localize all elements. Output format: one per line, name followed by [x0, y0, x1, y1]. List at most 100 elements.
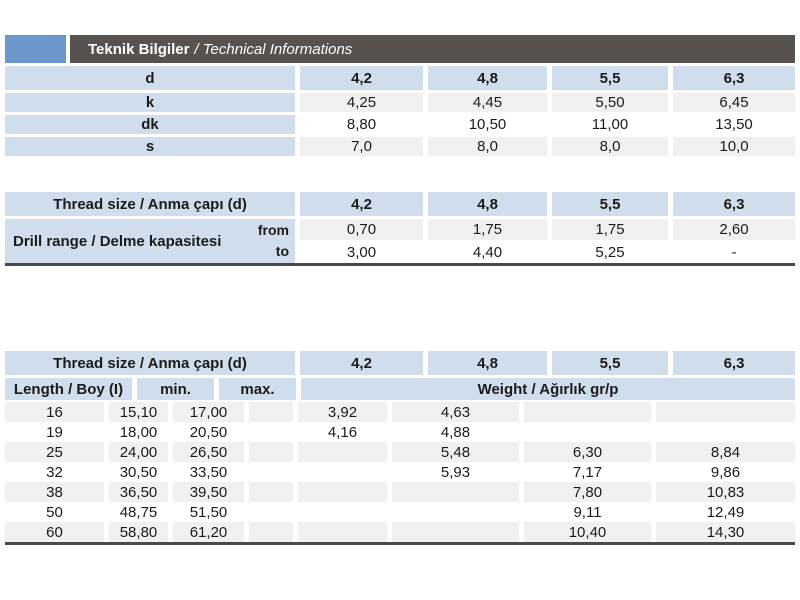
spacer	[5, 269, 795, 351]
column-header: 4,2	[300, 192, 423, 216]
table-cell	[249, 442, 293, 462]
table-cell	[298, 462, 387, 482]
table-cell: 25	[5, 442, 104, 462]
section-title-translation: / Technical Informations	[194, 40, 353, 58]
row-label: d	[5, 66, 295, 90]
table-cell: 8,0	[428, 137, 547, 156]
row-label: Drill range / Delme kapasitesi from to	[5, 219, 295, 263]
table-row: 50 48,75 51,50 9,11 12,49	[5, 502, 795, 522]
table-cell: 1,75	[552, 219, 668, 240]
table-cell: 7,0	[300, 137, 423, 156]
column-header: 4,2	[300, 351, 423, 375]
table-cell: 60	[5, 522, 104, 542]
table-header-row: Thread size / Anma çapı (d) 4,2 4,8 5,5 …	[5, 192, 795, 216]
title-bar: Teknik Bilgiler / Technical Informations	[5, 35, 795, 63]
table-row: 38 36,50 39,50 7,80 10,83	[5, 482, 795, 502]
table-cell	[249, 402, 293, 422]
table-cell: 17,00	[173, 402, 244, 422]
table-cell	[298, 522, 387, 542]
table-cell: 20,50	[173, 422, 244, 442]
row-label: dk	[5, 115, 295, 134]
table-cell: 3,92	[298, 402, 387, 422]
table-cell	[298, 442, 387, 462]
table-cell	[249, 422, 293, 442]
table-cell: 4,25	[300, 93, 423, 112]
brand-color-block	[5, 35, 66, 63]
table-cell: 19	[5, 422, 104, 442]
table-cell: 2,60	[673, 219, 795, 240]
table-cell	[298, 482, 387, 502]
table-cell: 5,5	[552, 66, 668, 90]
table-cell: 6,30	[524, 442, 651, 462]
table-cell: 58,80	[109, 522, 168, 542]
column-header: max.	[219, 378, 296, 400]
drill-range-values: 0,70 1,75 1,75 2,60 3,00 4,40 5,25 -	[300, 219, 795, 263]
table-row: dk 8,80 10,50 11,00 13,50	[5, 115, 795, 134]
column-header: Thread size / Anma çapı (d)	[5, 351, 295, 375]
table-cell: 1,75	[428, 219, 547, 240]
column-header: 5,5	[552, 351, 668, 375]
dimensions-table: d 4,2 4,8 5,5 6,3 k 4,25 4,45 5,50 6,45 …	[5, 66, 795, 156]
table-cell: 9,11	[524, 502, 651, 522]
table-cell	[524, 402, 651, 422]
table-cell	[656, 402, 795, 422]
table-cell	[249, 462, 293, 482]
table-row: 19 18,00 20,50 4,16 4,88	[5, 422, 795, 442]
column-header: 6,3	[673, 351, 795, 375]
table-row: d 4,2 4,8 5,5 6,3	[5, 66, 795, 90]
table-cell: 30,50	[109, 462, 168, 482]
row-label: s	[5, 137, 295, 156]
table-row: 0,70 1,75 1,75 2,60	[300, 219, 795, 240]
table-header-row: Thread size / Anma çapı (d) 4,2 4,8 5,5 …	[5, 351, 795, 375]
table-cell: 36,50	[109, 482, 168, 502]
table-cell: 10,83	[656, 482, 795, 502]
table-cell: 33,50	[173, 462, 244, 482]
table-cell: 13,50	[673, 115, 795, 134]
table-cell: 8,80	[300, 115, 423, 134]
column-header: 4,8	[428, 351, 547, 375]
column-header: Weight / Ağırlık gr/p	[301, 378, 795, 400]
to-label: to	[275, 243, 289, 259]
table-cell: 50	[5, 502, 104, 522]
table-cell: 48,75	[109, 502, 168, 522]
table-cell	[392, 502, 519, 522]
table-cell: 39,50	[173, 482, 244, 502]
table-cell: -	[673, 242, 795, 263]
column-header: 5,5	[552, 192, 668, 216]
table-cell: 4,8	[428, 66, 547, 90]
table-cell: 0,70	[300, 219, 423, 240]
drill-range-table: Thread size / Anma çapı (d) 4,2 4,8 5,5 …	[5, 192, 795, 266]
from-label: from	[257, 222, 289, 238]
table-cell: 6,3	[673, 66, 795, 90]
table-cell: 7,80	[524, 482, 651, 502]
table-cell	[392, 522, 519, 542]
weight-table: Thread size / Anma çapı (d) 4,2 4,8 5,5 …	[5, 351, 795, 545]
table-row: k 4,25 4,45 5,50 6,45	[5, 93, 795, 112]
table-cell: 16	[5, 402, 104, 422]
table-cell: 4,40	[428, 242, 547, 263]
table-cell	[524, 422, 651, 442]
table-cell: 7,17	[524, 462, 651, 482]
table-cell: 14,30	[656, 522, 795, 542]
from-to-labels: from to	[258, 220, 289, 262]
table-cell	[249, 482, 293, 502]
drill-range-body: Drill range / Delme kapasitesi from to 0…	[5, 219, 795, 263]
table-cell	[392, 482, 519, 502]
table-cell: 26,50	[173, 442, 244, 462]
section-title: Teknik Bilgiler	[88, 40, 190, 58]
row-label-text: Drill range / Delme kapasitesi	[13, 232, 222, 250]
table-cell: 8,0	[552, 137, 668, 156]
section-title-bar: Teknik Bilgiler / Technical Informations	[70, 35, 795, 63]
table-cell: 3,00	[300, 242, 423, 263]
table-row: s 7,0 8,0 8,0 10,0	[5, 137, 795, 156]
table-cell: 9,86	[656, 462, 795, 482]
table-cell: 4,2	[300, 66, 423, 90]
table-row: 16 15,10 17,00 3,92 4,63	[5, 402, 795, 422]
page-content: Teknik Bilgiler / Technical Informations…	[5, 35, 795, 548]
table-cell: 18,00	[109, 422, 168, 442]
table-cell: 32	[5, 462, 104, 482]
table-cell: 10,40	[524, 522, 651, 542]
column-header: min.	[137, 378, 214, 400]
table-cell: 8,84	[656, 442, 795, 462]
